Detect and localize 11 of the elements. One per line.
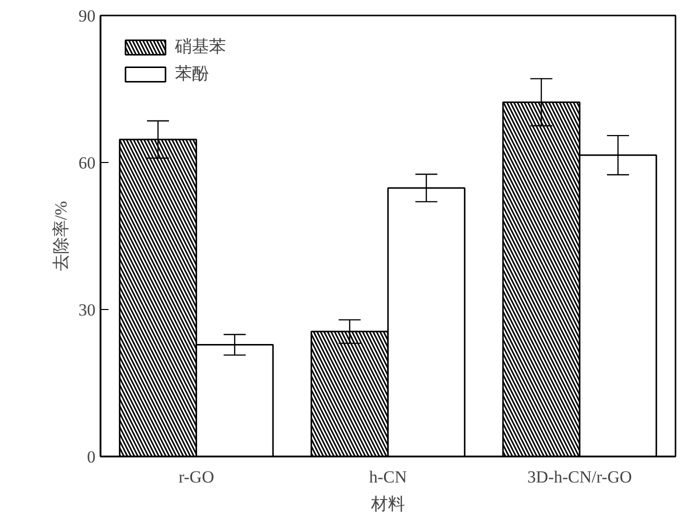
x-axis-title: 材料 [370, 494, 405, 514]
legend-label: 硝基苯 [175, 36, 226, 58]
x-tick-label: 3D-h-CN/r-GO [527, 468, 632, 486]
y-axis-title: 去除率/% [52, 201, 70, 271]
x-tick-label: r-GO [178, 468, 214, 486]
y-tick-label: 30 [78, 300, 96, 320]
y-tick-label: 0 [87, 448, 96, 466]
y-tick-label: 90 [78, 6, 96, 26]
legend-label: 苯酚 [175, 63, 209, 85]
y-tick-label: 60 [78, 154, 96, 172]
x-tick-label: h-CN [369, 468, 407, 486]
